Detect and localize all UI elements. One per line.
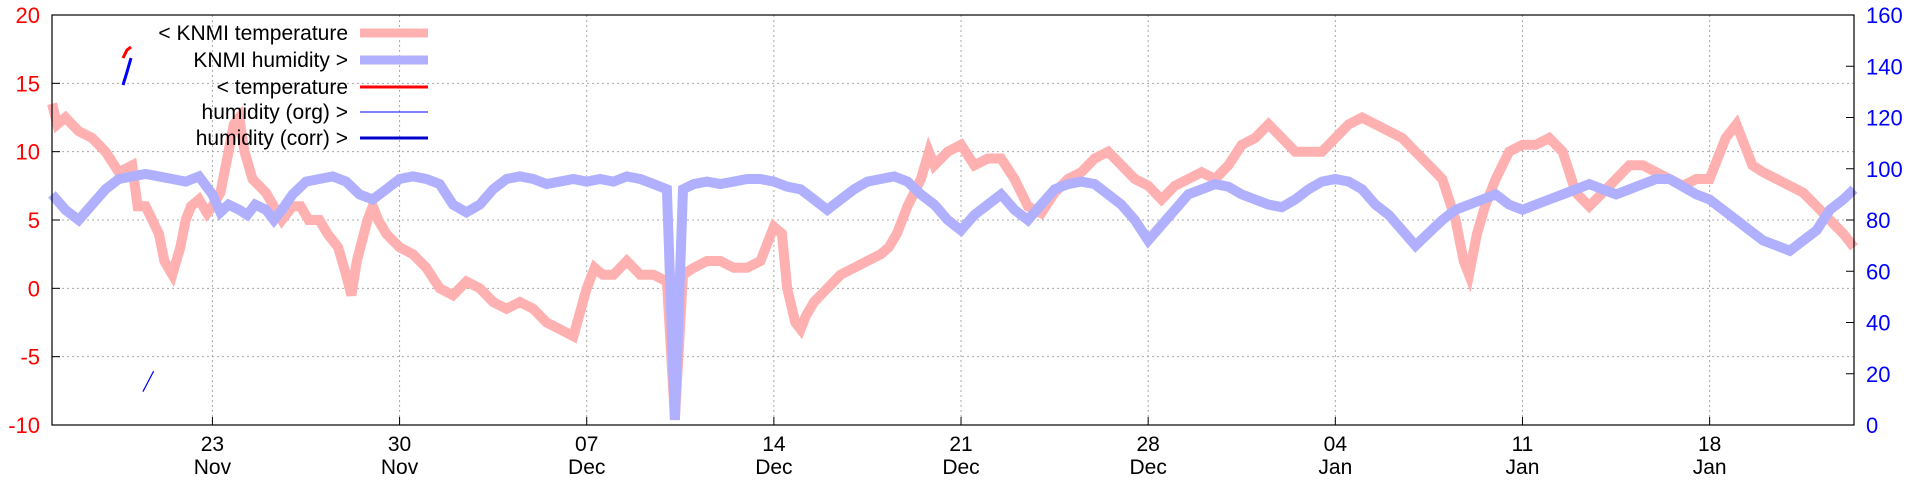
temperature-mark <box>121 45 132 59</box>
right-tick-label: 60 <box>1866 259 1890 284</box>
x-tick-month: Dec <box>755 456 792 479</box>
legend: < KNMI temperature KNMI humidity > < tempe… <box>158 22 428 150</box>
x-axis-ticks: 23Nov30Nov07Dec14Dec21Dec28Dec04Jan11Jan… <box>194 417 1727 479</box>
x-tick-date: 28 <box>1136 433 1159 456</box>
legend-label: humidity (corr) > <box>196 127 348 150</box>
legend-label: humidity (org) > <box>202 101 348 124</box>
x-tick-month: Jan <box>1693 456 1727 479</box>
right-tick-label: 20 <box>1866 362 1890 387</box>
series-line-0 <box>47 102 1858 419</box>
x-tick-date: 07 <box>575 433 598 456</box>
left-tick-label: 20 <box>16 3 40 28</box>
right-axis-ticks: 0 20 40 60 80 100 120 140 160 <box>1846 3 1903 438</box>
left-tick-label: -5 <box>20 345 40 370</box>
x-tick-date: 11 <box>1512 433 1534 456</box>
left-tick-label: 0 <box>28 276 40 301</box>
right-tick-label: 120 <box>1866 106 1903 131</box>
left-axis-ticks: -10 -5 0 5 10 15 20 <box>8 3 60 438</box>
series-line-2 <box>142 370 155 392</box>
right-tick-label: 160 <box>1866 3 1903 28</box>
right-tick-label: 100 <box>1866 157 1903 182</box>
x-tick-month: Nov <box>381 456 419 479</box>
x-tick-date: 18 <box>1698 433 1721 456</box>
x-tick-month: Dec <box>568 456 605 479</box>
left-tick-label: 5 <box>28 208 40 233</box>
left-tick-label: 15 <box>16 71 40 96</box>
right-tick-label: 80 <box>1866 208 1890 233</box>
x-tick-date: 23 <box>201 433 224 456</box>
humidity-corr-mark <box>121 57 133 86</box>
legend-label: KNMI humidity > <box>193 49 348 72</box>
x-tick-month: Jan <box>1506 456 1540 479</box>
right-tick-label: 40 <box>1866 311 1890 336</box>
right-tick-label: 140 <box>1866 54 1903 79</box>
left-tick-label: 10 <box>16 140 40 165</box>
legend-label: < temperature <box>217 76 348 99</box>
x-tick-month: Dec <box>1129 456 1166 479</box>
x-tick-date: 30 <box>388 433 411 456</box>
series-line-1 <box>48 168 1858 421</box>
x-tick-month: Jan <box>1318 456 1352 479</box>
left-tick-label: -10 <box>8 413 40 438</box>
right-tick-label: 0 <box>1866 413 1878 438</box>
x-tick-date: 21 <box>949 433 972 456</box>
x-tick-month: Dec <box>942 456 979 479</box>
x-tick-month: Nov <box>194 456 232 479</box>
plot-series <box>47 45 1858 421</box>
x-tick-date: 04 <box>1324 433 1348 456</box>
legend-label: < KNMI temperature <box>158 22 348 45</box>
x-tick-date: 14 <box>762 433 786 456</box>
